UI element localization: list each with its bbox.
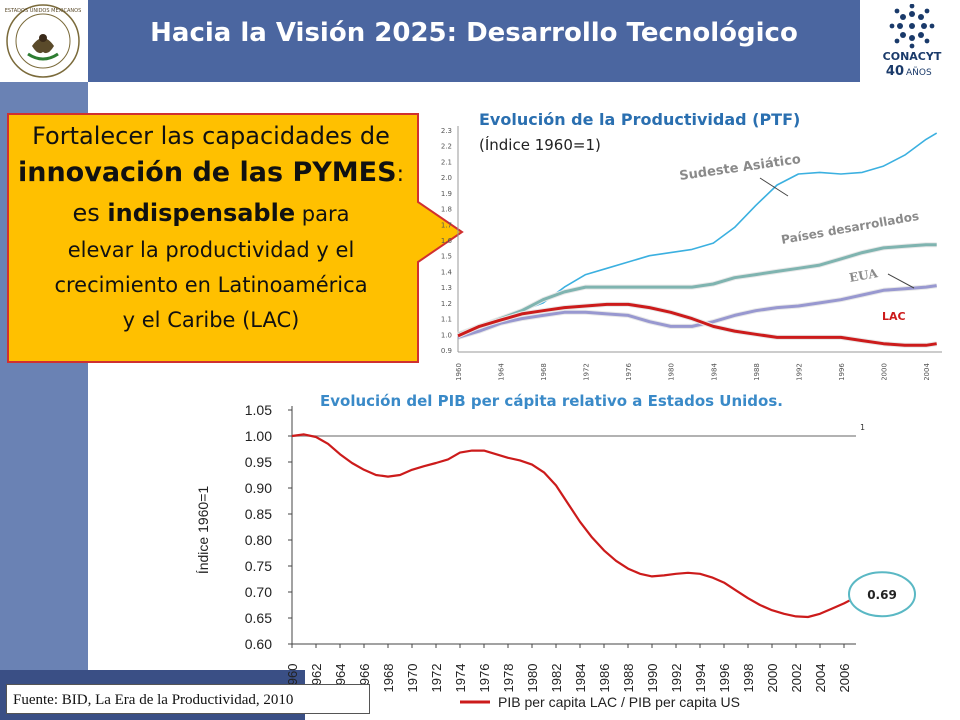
callout-line-4: elevar la productividad y el xyxy=(67,238,355,262)
ptf-y-tick-label: 2.3 xyxy=(441,127,452,135)
ptf-series-line-3 xyxy=(457,302,937,347)
ptf-x-tick-label: 1972 xyxy=(583,363,591,380)
callout-es: es xyxy=(72,199,108,227)
ptf-y-tick-label: 2.2 xyxy=(441,143,452,151)
ptf-y-tick-label: 0.9 xyxy=(441,347,452,355)
ptf-chart-subtitle: (Índice 1960=1) xyxy=(479,136,601,154)
pib-x-tick-label: 2006 xyxy=(837,664,852,693)
ptf-chart: 0.9 1.0 1.1 1.2 1.3 1.4 1.5 1.6 1.7 1.8 1.9 2.0 2.1 2… xyxy=(441,126,942,380)
pib-x-tick-label: 1978 xyxy=(501,664,516,693)
page-title: Hacia la Visión 2025: Desarrollo Tecnoló… xyxy=(150,18,798,48)
pib-x-tick-label: 2002 xyxy=(789,664,804,693)
pib-y-tick-label: 0.65 xyxy=(245,610,272,626)
mexico-seal-logo: ESTADOS UNIDOS MEXICANOS xyxy=(5,4,82,78)
ptf-x-tick-label: 1964 xyxy=(498,363,506,380)
ptf-y-tick-label: 2.1 xyxy=(441,158,452,166)
callout-line-2: innovación de las PYMES: xyxy=(10,154,412,194)
pib-annotation-bubble xyxy=(848,571,916,618)
pib-x-tick-label: 1974 xyxy=(453,664,468,693)
pib-x-tick-label: 1982 xyxy=(549,664,564,693)
callout-para: para xyxy=(295,202,350,226)
ptf-y-tick-label: 1.2 xyxy=(441,300,452,308)
pib-x-tick-label: 1984 xyxy=(573,664,588,693)
ptf-x-tick-label: 2000 xyxy=(880,363,888,380)
pib-y-tick-label: 1.05 xyxy=(245,402,272,418)
ptf-y-tick-label: 2.0 xyxy=(441,174,452,182)
pib-y-tick-label: 0.70 xyxy=(245,584,272,600)
pib-x-tick-label: 1988 xyxy=(621,664,636,693)
pib-series-line xyxy=(291,433,857,619)
pib-x-tick-label: 1976 xyxy=(477,664,492,693)
conacyt-name: CONACYT xyxy=(883,50,942,63)
pib-y-axis-label: Índice 1960=1 xyxy=(195,486,211,575)
pib-x-tick-label: 1986 xyxy=(597,664,612,693)
ptf-x-tick-label: 1976 xyxy=(625,363,633,380)
ptf-x-tick-label: 1980 xyxy=(668,363,676,380)
pib-y-tick-label: 0.95 xyxy=(245,454,272,470)
pib-chart-title: Evolución del PIB per cápita relativo a … xyxy=(320,392,783,410)
ptf-y-tick-label: 1.1 xyxy=(441,316,452,324)
ptf-y-tick-label: 1.7 xyxy=(441,221,452,229)
ptf-x-tick-label: 1988 xyxy=(753,363,761,380)
callout-line-3: es indispensable para xyxy=(10,194,412,233)
header: Hacia la Visión 2025: Desarrollo Tecnoló… xyxy=(0,0,960,82)
conacyt-anniversary-word: AÑOS xyxy=(906,67,932,78)
pib-y-tick-label: 1.00 xyxy=(245,428,272,444)
pib-legend-label: PIB per capita LAC / PIB per capita US xyxy=(498,694,740,710)
pib-x-tick-label: 1994 xyxy=(693,664,708,693)
ptf-x-tick-label: 1992 xyxy=(795,363,803,380)
ptf-series-label-3: LAC xyxy=(882,310,906,323)
ptf-x-tick-label: 2004 xyxy=(923,363,931,380)
pib-y-tick-label: 0.80 xyxy=(245,532,272,548)
callout-line-6: y el Caribe (LAC) xyxy=(122,308,300,332)
callout-emphasis-indispensable: indispensable xyxy=(107,199,296,227)
ptf-y-tick-label: 1.6 xyxy=(441,237,453,245)
ptf-x-tick-label: 1996 xyxy=(838,363,846,380)
callout-line-5: crecimiento en Latinoamérica xyxy=(54,273,368,297)
conacyt-logo: CONACYT 40 AÑOS xyxy=(883,4,942,79)
ptf-y-tick-label: 1.3 xyxy=(441,284,452,292)
ptf-chart-title: Evolución de la Productividad (PTF) xyxy=(479,110,801,129)
callout-emphasis-pymes: innovación de las PYMES xyxy=(17,157,397,188)
ptf-y-tick-label: 1.5 xyxy=(441,253,452,261)
pib-reference-label: 1 xyxy=(860,423,865,432)
seal-text: ESTADOS UNIDOS MEXICANOS xyxy=(5,8,82,14)
ptf-x-tick-label: 1960 xyxy=(455,363,463,380)
ptf-series-label-0: Sudeste Asiático xyxy=(678,152,801,184)
callout-line-1: Fortalecer las capacidades de xyxy=(32,122,390,150)
ptf-y-tick-label: 1.0 xyxy=(441,331,452,339)
pib-x-tick-label: 1996 xyxy=(717,664,732,693)
pib-y-tick-label: 0.75 xyxy=(245,558,272,574)
ptf-series-label-1: Países desarrollados xyxy=(780,209,920,247)
ptf-label-pointer xyxy=(759,177,789,197)
ptf-x-tick-label: 1984 xyxy=(710,363,718,380)
ptf-y-tick-label: 1.4 xyxy=(441,268,453,276)
callout-text: Fortalecer las capacidades de innovación… xyxy=(10,118,412,338)
pib-x-tick-label: 1998 xyxy=(741,664,756,693)
pib-x-tick-label: 1990 xyxy=(645,664,660,693)
ptf-x-tick-label: 1968 xyxy=(540,363,548,380)
pib-x-tick-label: 1980 xyxy=(525,664,540,693)
pib-x-tick-label: 2000 xyxy=(765,664,780,693)
pib-x-tick-label: 1970 xyxy=(405,664,420,693)
pib-chart: Evolución del PIB per cápita relativo a … xyxy=(195,392,916,710)
pib-y-tick-label: 0.60 xyxy=(245,636,272,652)
conacyt-anniversary: 40 xyxy=(886,64,904,79)
pib-x-tick-label: 1968 xyxy=(381,664,396,693)
header-band xyxy=(88,0,860,82)
callout-colon: : xyxy=(396,162,404,187)
callout-shape xyxy=(7,113,464,363)
ptf-series-line-1 xyxy=(457,243,937,336)
pib-x-tick-label: 2004 xyxy=(813,664,828,693)
source-note: Fuente: BID, La Era de la Productividad,… xyxy=(6,684,370,714)
pib-y-tick-label: 0.90 xyxy=(245,480,272,496)
ptf-y-tick-label: 1.9 xyxy=(441,190,452,198)
pib-y-tick-label: 0.85 xyxy=(245,506,272,522)
pib-x-tick-label: 1992 xyxy=(669,664,684,693)
ptf-y-tick-label: 1.8 xyxy=(441,206,452,214)
ptf-label-pointer xyxy=(887,273,915,289)
pib-annotation-value: 0.69 xyxy=(867,588,897,602)
pib-x-tick-label: 1972 xyxy=(429,664,444,693)
ptf-series-label-2: EUA xyxy=(848,266,879,285)
